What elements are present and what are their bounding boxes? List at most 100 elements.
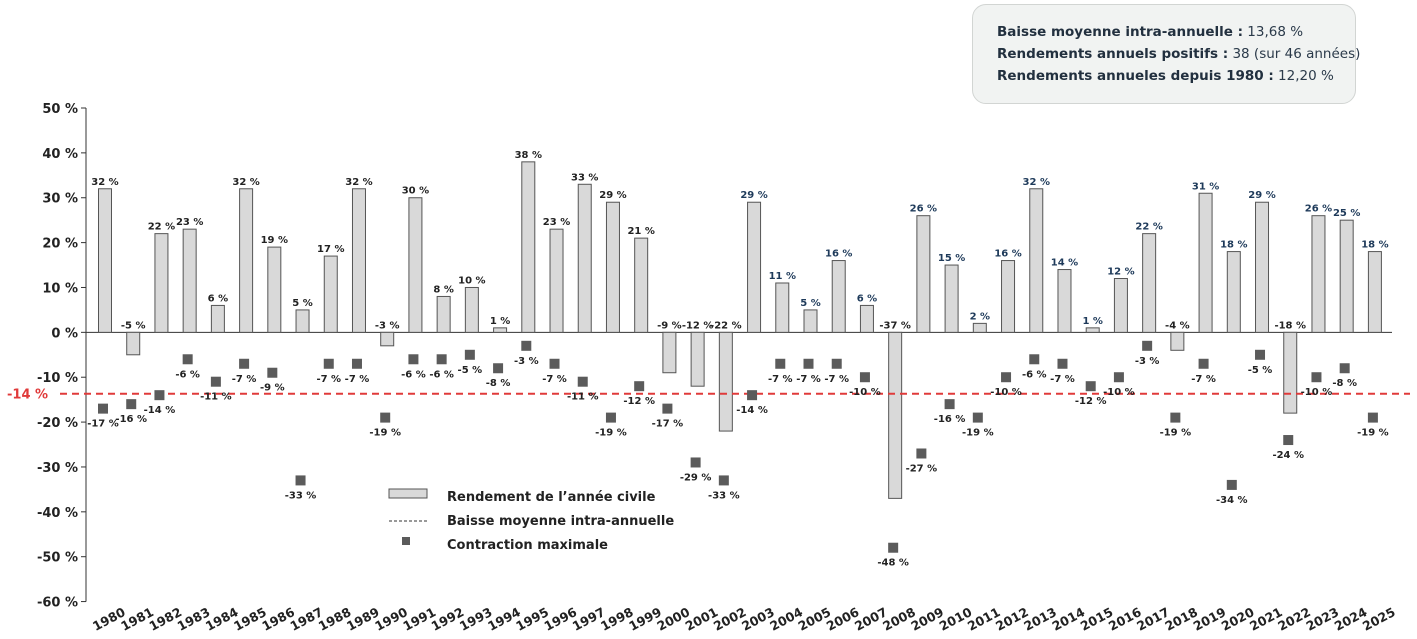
return-bar xyxy=(972,322,987,333)
drawdown-label: -24 % xyxy=(1272,450,1304,461)
drawdown-marker xyxy=(98,403,108,414)
drawdown-marker xyxy=(239,358,250,369)
return-label: 1 % xyxy=(1082,316,1102,327)
drawdown-marker xyxy=(1170,412,1181,423)
drawdown-marker xyxy=(1029,354,1040,365)
return-bar xyxy=(1142,233,1157,333)
drawdown-marker xyxy=(888,542,899,553)
y-tick-label: -20 % xyxy=(37,416,78,431)
drawdown-marker xyxy=(944,399,955,410)
return-bar xyxy=(944,264,959,333)
drawdown-marker xyxy=(436,354,447,365)
drawdown-label: -5 % xyxy=(1248,365,1273,376)
return-label: 18 % xyxy=(1220,240,1247,251)
drawdown-label: -27 % xyxy=(906,463,938,474)
return-label: 29 % xyxy=(1248,190,1275,201)
drawdown-marker xyxy=(1339,363,1350,374)
drawdown-marker xyxy=(267,367,278,378)
reference-line-label: -14 % xyxy=(7,388,48,403)
return-bar xyxy=(239,188,254,333)
summary-line-positive-years: Rendements annuels positifs : 38 (sur 46… xyxy=(997,43,1360,65)
drawdown-label: -12 % xyxy=(1075,396,1107,407)
drawdown-marker xyxy=(747,390,758,401)
drawdown-marker xyxy=(605,412,616,423)
drawdown-label: -6 % xyxy=(429,369,454,380)
y-axis: 50 % 40 % 30 % 20 % 10 % 0 % -10 % -20 % -30 % -4… xyxy=(37,102,87,611)
return-label: 29 % xyxy=(740,190,767,201)
return-label: 30 % xyxy=(402,186,429,197)
drawdown-marker xyxy=(154,390,165,401)
return-label: 32 % xyxy=(91,177,118,188)
drawdown-marker xyxy=(831,358,842,369)
drawdown-marker xyxy=(1283,435,1294,446)
return-label: 23 % xyxy=(176,217,203,228)
return-bar xyxy=(408,197,423,333)
legend-dash-label: Baisse moyenne intra-annuelle xyxy=(447,514,674,529)
y-tick-label: -50 % xyxy=(37,551,78,566)
return-label: 32 % xyxy=(232,177,259,188)
markers-group: -17 %-16 %-14 %-6 %-11 %-7 %-9 %-33 %-7 … xyxy=(87,340,1389,569)
return-label: 5 % xyxy=(800,298,820,309)
return-bar xyxy=(1029,188,1044,333)
drawdown-label: -7 % xyxy=(824,374,849,385)
return-bar xyxy=(859,304,874,333)
drawdown-marker xyxy=(662,403,673,414)
drawdown-marker xyxy=(775,358,786,369)
return-label: -22 % xyxy=(710,320,742,331)
drawdown-label: -11 % xyxy=(200,392,232,403)
drawdown-label: -33 % xyxy=(285,490,317,501)
drawdown-label: -16 % xyxy=(115,414,147,425)
drawdown-marker xyxy=(1198,358,1209,369)
legend: Rendement de l’année civile Baisse moyen… xyxy=(388,488,674,553)
return-bar xyxy=(493,327,508,333)
drawdown-label: -7 % xyxy=(1050,374,1075,385)
return-label: 16 % xyxy=(825,249,852,260)
summary-value: 12,20 % xyxy=(1278,68,1334,84)
drawdown-label: -19 % xyxy=(1357,428,1389,439)
return-bar xyxy=(803,309,818,333)
return-bar xyxy=(154,233,169,333)
return-bar xyxy=(182,228,197,333)
x-tick-label: 2025 xyxy=(1360,604,1398,634)
return-bar xyxy=(436,295,451,333)
drawdown-label: -7 % xyxy=(542,374,567,385)
drawdown-label: -16 % xyxy=(934,414,966,425)
drawdown-marker xyxy=(1142,340,1153,351)
drawdown-marker xyxy=(549,358,560,369)
return-bar xyxy=(1113,278,1128,333)
return-label: -9 % xyxy=(657,320,682,331)
drawdown-label: -14 % xyxy=(736,405,768,416)
y-tick-label: -60 % xyxy=(37,596,78,611)
drawdown-label: -7 % xyxy=(232,374,257,385)
return-label: 10 % xyxy=(458,275,485,286)
return-label: 25 % xyxy=(1333,208,1360,219)
summary-line-returns: Rendements annueles depuis 1980 : 12,20 … xyxy=(997,65,1355,87)
return-label: -12 % xyxy=(682,320,714,331)
drawdown-marker xyxy=(1226,479,1237,490)
summary-value: 38 (sur 46 années) xyxy=(1232,46,1361,62)
return-bar xyxy=(1226,251,1241,333)
legend-bar-label: Rendement de l’année civile xyxy=(447,490,656,505)
return-bar xyxy=(662,331,677,374)
drawdown-marker xyxy=(521,340,532,351)
return-bar xyxy=(210,304,225,333)
return-bar xyxy=(718,331,733,432)
drawdown-marker xyxy=(1001,372,1012,383)
return-label: -5 % xyxy=(121,320,146,331)
drawdown-label: -7 % xyxy=(1191,374,1216,385)
return-label: 2 % xyxy=(970,311,990,322)
return-label: 26 % xyxy=(910,204,937,215)
return-bar xyxy=(1339,219,1354,333)
drawdown-label: -7 % xyxy=(768,374,793,385)
drawdown-label: -6 % xyxy=(401,369,426,380)
return-label: 1 % xyxy=(490,316,510,327)
return-label: 32 % xyxy=(1023,177,1050,188)
drawdown-label: -10 % xyxy=(990,387,1022,398)
return-bar xyxy=(1311,215,1326,333)
y-tick-label: -30 % xyxy=(37,461,78,476)
return-bar xyxy=(1170,331,1185,351)
return-label: 17 % xyxy=(317,244,344,255)
return-bar xyxy=(888,331,903,499)
drawdown-label: -3 % xyxy=(514,356,539,367)
drawdown-label: -48 % xyxy=(877,558,909,569)
